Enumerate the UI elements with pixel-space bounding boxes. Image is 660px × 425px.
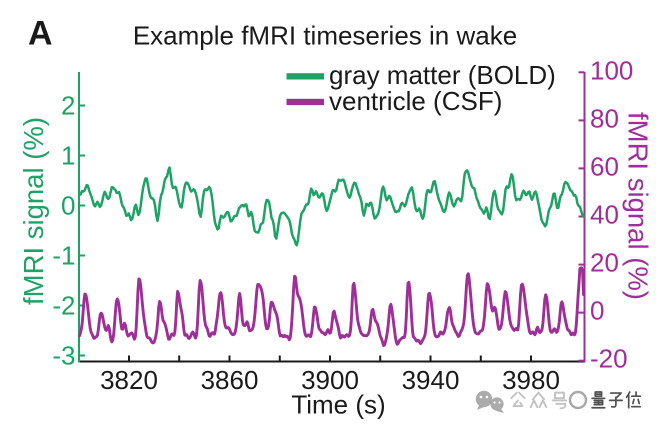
svg-text:-1: -1 (52, 241, 75, 271)
svg-text:3900: 3900 (301, 365, 359, 395)
svg-text:3820: 3820 (100, 365, 158, 395)
svg-text:fMRI signal (%): fMRI signal (%) (18, 117, 49, 305)
svg-text:80: 80 (590, 103, 619, 133)
svg-text:ventricle (CSF): ventricle (CSF) (329, 86, 502, 116)
svg-text:3940: 3940 (402, 365, 460, 395)
svg-text:40: 40 (590, 200, 619, 230)
svg-text:A: A (28, 15, 53, 53)
svg-text:-20: -20 (590, 344, 628, 374)
svg-text:60: 60 (590, 151, 619, 181)
svg-text:1: 1 (61, 141, 75, 171)
svg-text:20: 20 (590, 248, 619, 278)
svg-text:0: 0 (590, 296, 604, 326)
svg-text:-2: -2 (52, 291, 75, 321)
svg-text:3860: 3860 (201, 365, 259, 395)
svg-text:Time (s): Time (s) (291, 390, 385, 420)
svg-text:2: 2 (61, 91, 75, 121)
svg-text:gray matter (BOLD): gray matter (BOLD) (329, 60, 556, 90)
svg-text:100: 100 (590, 55, 633, 85)
svg-text:Example fMRI timeseries in wak: Example fMRI timeseries in wake (133, 21, 517, 51)
svg-text:0: 0 (61, 191, 75, 221)
svg-text:3980: 3980 (502, 365, 560, 395)
svg-text:-3: -3 (52, 341, 75, 371)
svg-text:fMRI signal (%): fMRI signal (%) (623, 112, 654, 300)
